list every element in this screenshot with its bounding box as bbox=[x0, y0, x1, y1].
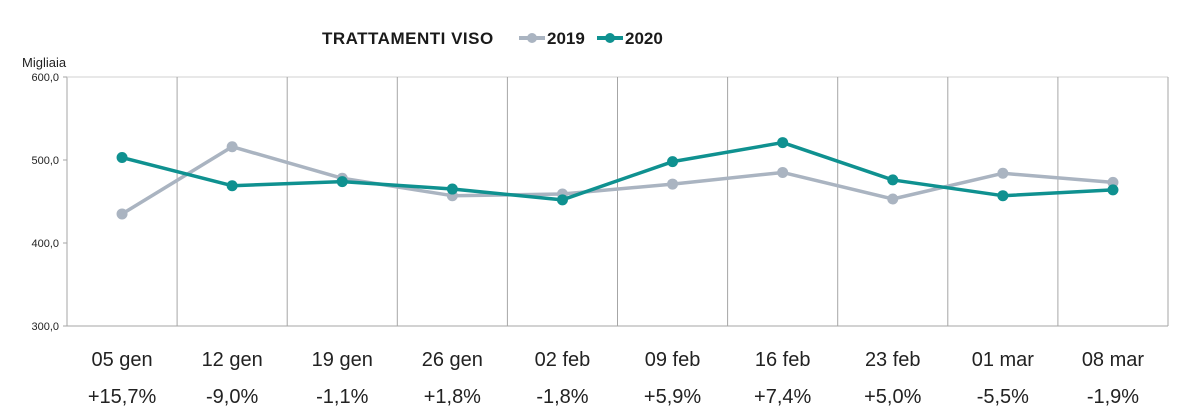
data-point-2020 bbox=[556, 194, 568, 206]
legend-item-2019: 2019 bbox=[519, 29, 585, 48]
data-point-2020 bbox=[777, 137, 789, 149]
y-axis-unit-label: Migliaia bbox=[22, 55, 67, 70]
change-label: -5,5% bbox=[977, 386, 1029, 408]
data-point-2019 bbox=[226, 141, 238, 153]
change-labels: +15,7% -9,0% -1,1% +1,8% -1,8% +5,9% +7,4% +5,0… bbox=[88, 386, 1139, 408]
x-axis-labels: 05 gen 12 gen 19 gen 26 gen 02 feb 09 feb 16 f… bbox=[91, 349, 1144, 371]
data-point-2019 bbox=[777, 166, 789, 178]
change-label: +5,9% bbox=[644, 386, 701, 408]
data-point-2020 bbox=[116, 152, 128, 164]
data-point-2019 bbox=[667, 178, 679, 190]
change-label: +15,7% bbox=[88, 386, 157, 408]
chart-title: TRATTAMENTI VISO bbox=[322, 29, 494, 48]
series-line-2020 bbox=[121, 140, 1114, 202]
change-label: +5,0% bbox=[864, 386, 921, 408]
x-tick-label: 12 gen bbox=[202, 349, 263, 371]
legend-marker-2020 bbox=[605, 33, 615, 43]
series-lines bbox=[116, 137, 1119, 220]
y-tick-label: 600,0 bbox=[31, 72, 59, 84]
change-label: -1,9% bbox=[1087, 386, 1139, 408]
data-point-2020 bbox=[997, 190, 1009, 202]
legend-marker-2019 bbox=[527, 33, 537, 43]
x-tick-label: 08 mar bbox=[1082, 349, 1145, 371]
x-tick-label: 02 feb bbox=[535, 349, 591, 371]
x-tick-label: 01 mar bbox=[972, 349, 1035, 371]
legend-item-2020: 2020 bbox=[597, 29, 663, 48]
y-tick-label: 300,0 bbox=[31, 321, 59, 333]
x-tick-label: 09 feb bbox=[645, 349, 701, 371]
data-point-2019 bbox=[887, 193, 899, 205]
data-point-2020 bbox=[336, 176, 348, 188]
y-tick-label: 400,0 bbox=[31, 238, 59, 250]
x-tick-label: 16 feb bbox=[755, 349, 811, 371]
legend: 2019 2020 bbox=[519, 29, 663, 48]
change-label: +7,4% bbox=[754, 386, 811, 408]
x-tick-label: 19 gen bbox=[312, 349, 373, 371]
data-point-2019 bbox=[997, 167, 1009, 179]
change-label: -1,1% bbox=[316, 386, 368, 408]
legend-label-2020: 2020 bbox=[625, 29, 663, 48]
change-label: -1,8% bbox=[536, 386, 588, 408]
data-point-2020 bbox=[446, 183, 458, 195]
grid-lines bbox=[66, 76, 1169, 327]
legend-label-2019: 2019 bbox=[547, 29, 585, 48]
y-axis-ticks: 300,0 400,0 500,0 600,0 bbox=[31, 72, 67, 333]
data-point-2019 bbox=[116, 208, 128, 220]
data-point-2020 bbox=[1107, 184, 1119, 196]
data-point-2020 bbox=[226, 180, 238, 192]
x-tick-label: 26 gen bbox=[422, 349, 483, 371]
y-tick-label: 500,0 bbox=[31, 155, 59, 167]
x-tick-label: 23 feb bbox=[865, 349, 921, 371]
x-tick-label: 05 gen bbox=[91, 349, 152, 371]
change-label: +1,8% bbox=[424, 386, 481, 408]
data-point-2020 bbox=[887, 174, 899, 186]
data-point-2020 bbox=[667, 156, 679, 168]
change-label: -9,0% bbox=[206, 386, 258, 408]
